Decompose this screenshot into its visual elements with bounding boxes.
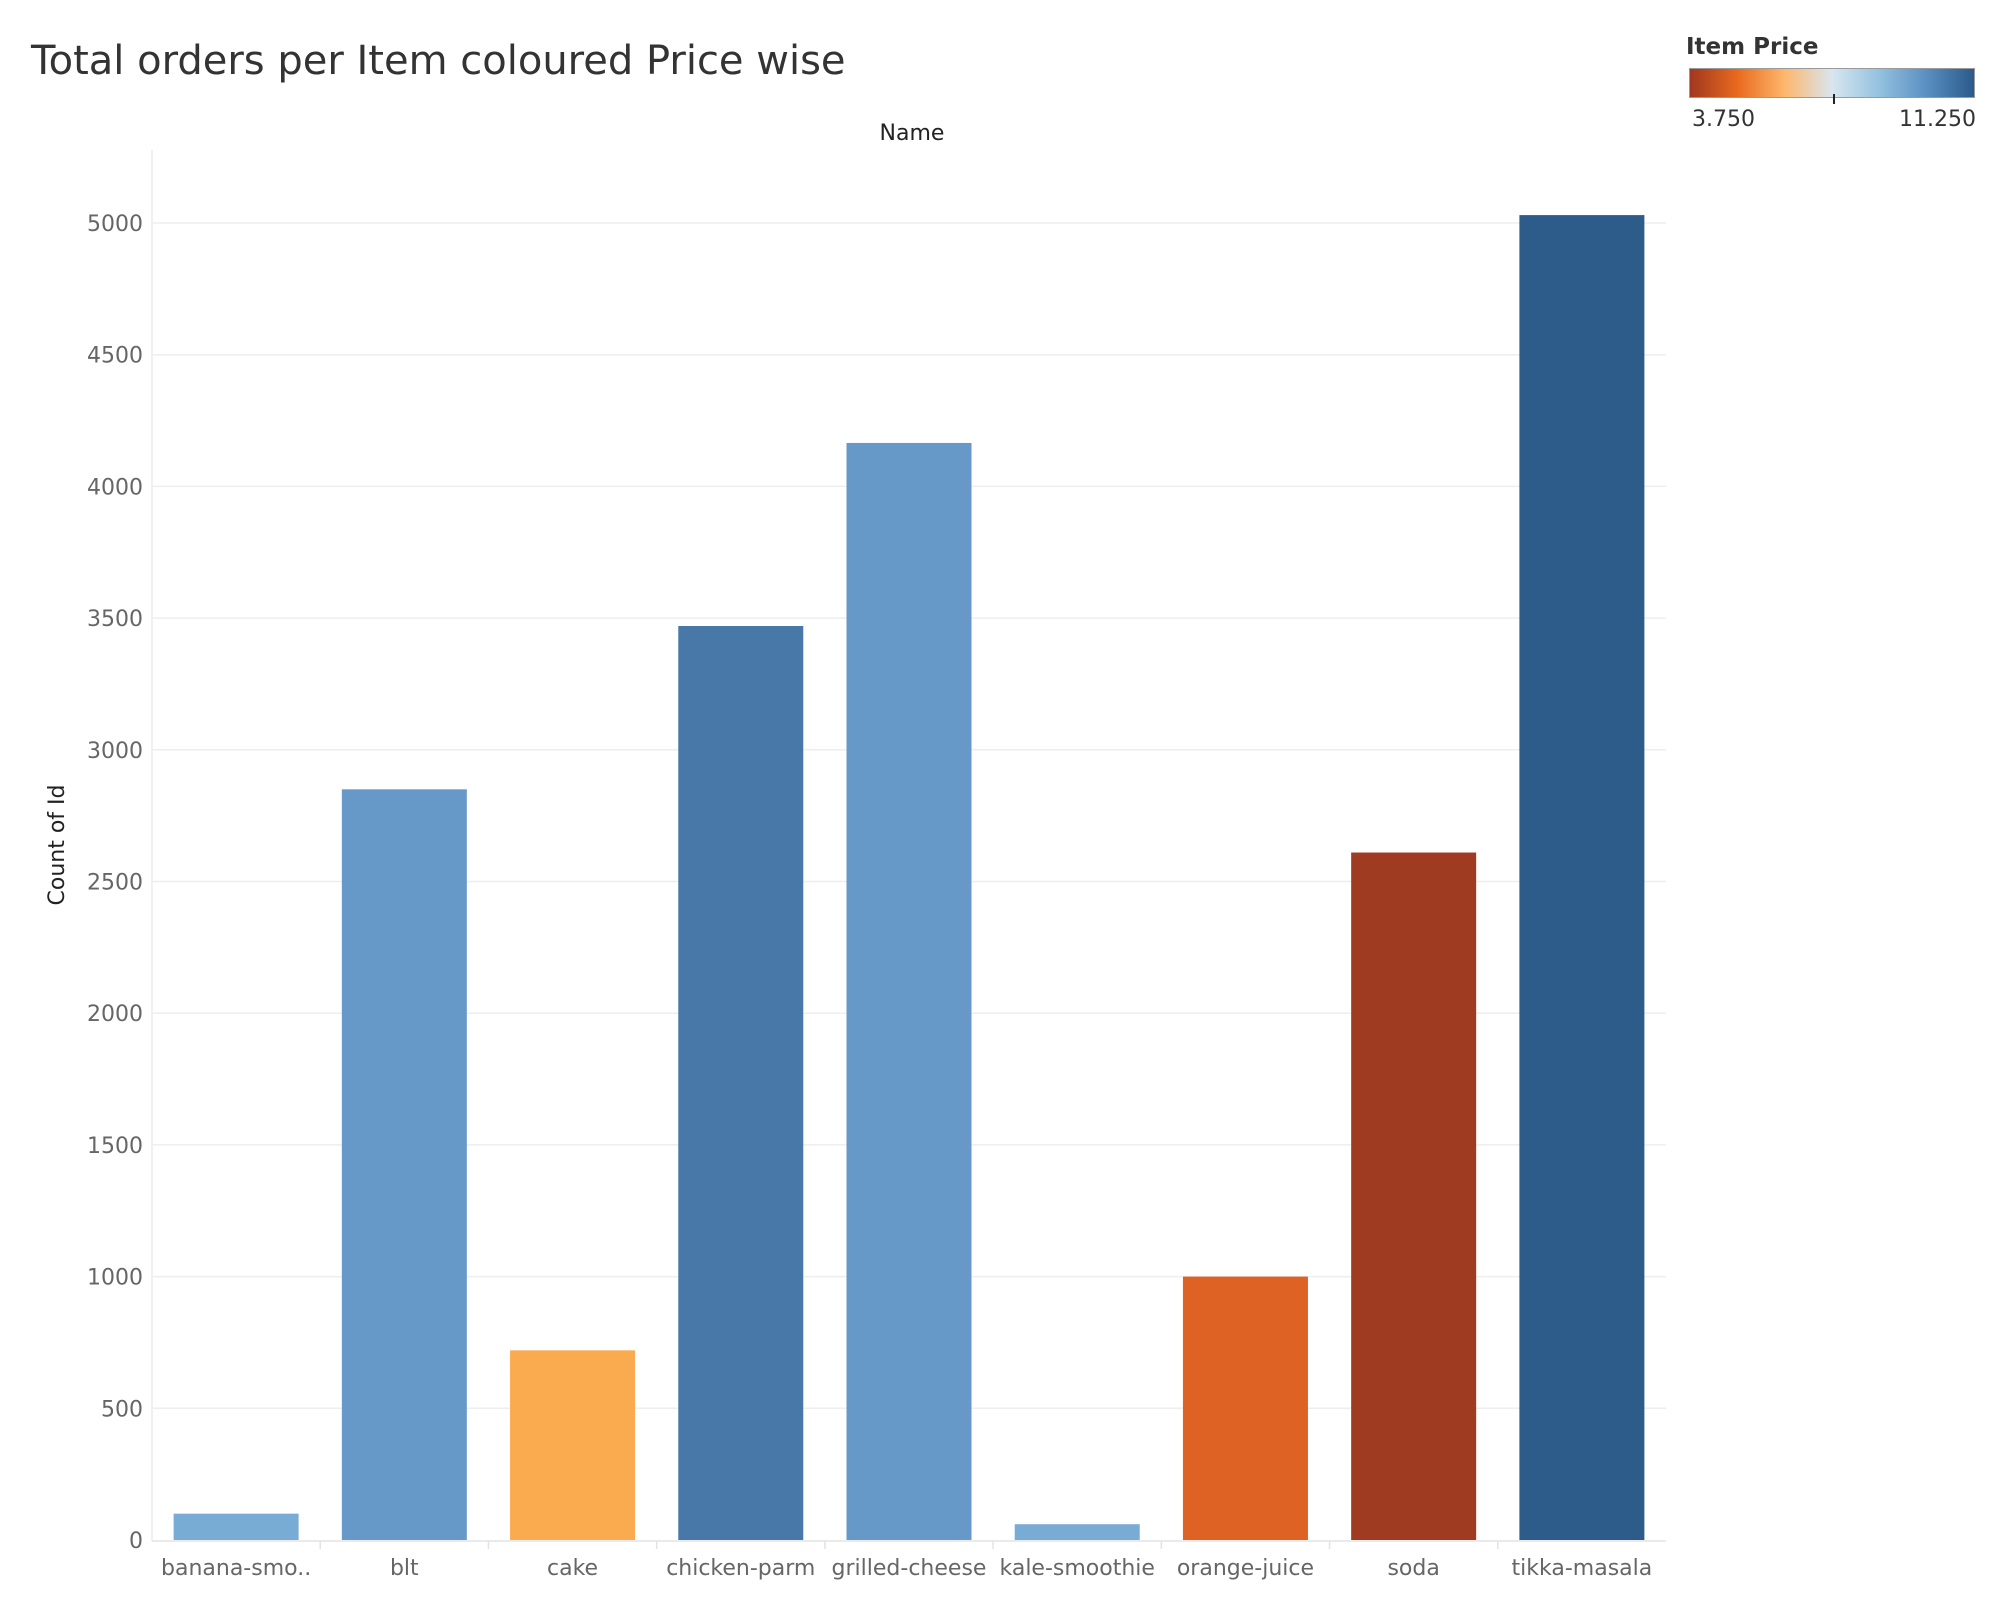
y-tick-label: 0 — [129, 1529, 143, 1554]
legend-min-label: 3.750 — [1692, 107, 1755, 132]
y-axis-ticks: 0 500 1000 1500 2000 2500 3000 3500 4000 4500 5000 — [87, 212, 143, 1554]
bar-tikka-masala[interactable] — [1519, 215, 1645, 1540]
bar-kale-smoothie[interactable] — [1014, 1524, 1140, 1540]
y-tick-label: 2000 — [87, 1002, 143, 1027]
y-tick-label: 1000 — [87, 1266, 143, 1291]
y-tick-label: 4000 — [87, 475, 143, 500]
x-tick-label: kale-smoothie — [999, 1556, 1154, 1581]
chart-title: Total orders per Item coloured Price wis… — [31, 38, 846, 84]
legend-max-label: 11.250 — [1899, 107, 1976, 132]
bar-grilled-cheese[interactable] — [846, 442, 972, 1541]
legend-marker — [1833, 94, 1835, 104]
x-axis-title: Name — [880, 121, 945, 146]
bar-banana-smo[interactable] — [173, 1513, 299, 1540]
bar-chicken-parm[interactable] — [678, 626, 804, 1540]
x-tick-label: grilled-cheese — [832, 1556, 987, 1581]
y-tick-label: 3500 — [87, 607, 143, 632]
x-tick-label: blt — [390, 1556, 419, 1581]
x-axis-ticks: banana-smo.. blt cake chicken-parm grilled-c… — [161, 1541, 1652, 1581]
color-legend: Item Price 3.750 11.250 — [1686, 34, 1976, 134]
bars — [173, 215, 1645, 1541]
y-tick-label: 500 — [101, 1397, 143, 1422]
legend-title: Item Price — [1686, 34, 1819, 60]
y-tick-label: 5000 — [87, 212, 143, 237]
y-tick-label: 2500 — [87, 871, 143, 896]
x-tick-label: chicken-parm — [666, 1556, 815, 1581]
x-tick-label: tikka-masala — [1512, 1556, 1653, 1581]
bar-orange-juice[interactable] — [1182, 1276, 1308, 1540]
y-tick-label: 4500 — [87, 344, 143, 369]
x-tick-label: banana-smo.. — [161, 1556, 311, 1581]
y-tick-label: 3000 — [87, 739, 143, 764]
x-tick-label: soda — [1387, 1556, 1439, 1581]
y-tick-label: 1500 — [87, 1134, 143, 1159]
legend-gradient-bar — [1689, 68, 1975, 98]
x-tick-label: orange-juice — [1177, 1556, 1314, 1581]
y-axis-title: Count of Id — [45, 785, 70, 906]
bar-cake[interactable] — [510, 1350, 636, 1540]
bar-blt[interactable] — [341, 789, 467, 1540]
bar-soda[interactable] — [1351, 852, 1477, 1540]
x-tick-label: cake — [547, 1556, 598, 1581]
